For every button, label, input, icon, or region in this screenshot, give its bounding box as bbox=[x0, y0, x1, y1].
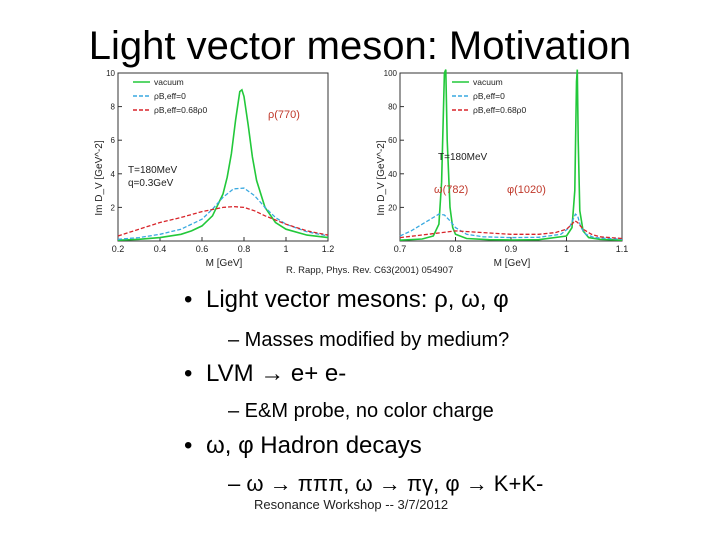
annotation-temperature: T=180MeV bbox=[438, 152, 488, 163]
series-line-vacuum bbox=[117, 88, 329, 241]
y-tick-label: 60 bbox=[388, 136, 397, 145]
figure-credit: R. Rapp, Phys. Rev. C63(2001) 054907 bbox=[286, 265, 454, 276]
bullet-text: Light vector mesons: ρ, ω, φ bbox=[206, 286, 509, 313]
figure-omega-phi-spectral: 0.7 0.8 0.9 1 1.1 20 40 60 80 100 Im D_V [GeV^-2]… bbox=[372, 68, 642, 273]
y-tick-label: 80 bbox=[388, 103, 397, 112]
slide-footer: Resonance Workshop -- 3/7/2012 bbox=[254, 497, 449, 512]
legend-rho068: ρB,eff=0.68ρ0 bbox=[154, 105, 208, 115]
bullet-text: LVM → e+ e- bbox=[206, 360, 347, 387]
y-tick-label: 8 bbox=[111, 103, 116, 112]
x-tick-label: 1.2 bbox=[322, 244, 335, 254]
y-tick-label: 6 bbox=[111, 136, 116, 145]
sub-bullet-item: – ω → πππ, ω → πγ, φ → K+K- bbox=[228, 472, 543, 496]
x-tick-label: 0.4 bbox=[154, 244, 167, 254]
bullet-dot-icon: • bbox=[184, 360, 193, 387]
annotation-omega782: ω(782) bbox=[434, 184, 468, 196]
legend-vacuum: vacuum bbox=[154, 77, 184, 87]
legend-vacuum: vacuum bbox=[473, 77, 503, 87]
legend-rho068: ρB,eff=0.68ρ0 bbox=[473, 105, 527, 115]
legend: vacuum ρB,eff=0 ρB,eff=0.68ρ0 bbox=[133, 77, 208, 115]
chart-rho: 0.2 0.4 0.6 0.8 1 1.2 2 4 6 8 10 Im D_V [GeV^-2] M… bbox=[94, 69, 335, 269]
bullet-dot-icon: • bbox=[184, 432, 193, 459]
annotation-momentum: q=0.3GeV bbox=[128, 178, 174, 189]
bullet-item: • LVM → e+ e- bbox=[184, 360, 346, 388]
bullet-item: • ω, φ Hadron decays bbox=[184, 432, 422, 460]
y-tick-label: 100 bbox=[384, 69, 398, 78]
y-tick-label: 10 bbox=[106, 69, 115, 78]
bullet-item: • Light vector mesons: ρ, ω, φ bbox=[184, 286, 509, 314]
x-tick-label: 0.6 bbox=[196, 244, 209, 254]
series-line-rho0 bbox=[399, 213, 623, 240]
annotation-rho770: ρ(770) bbox=[268, 109, 300, 121]
y-tick-label: 20 bbox=[388, 203, 397, 212]
sub-bullet-text: – Masses modified by medium? bbox=[228, 329, 510, 351]
figure-rho-spectral: 0.2 0.4 0.6 0.8 1 1.2 2 4 6 8 10 Im D_V [GeV^-2] M… bbox=[88, 68, 338, 273]
chart-omega-phi: 0.7 0.8 0.9 1 1.1 20 40 60 80 100 Im D_V [GeV^-2]… bbox=[376, 69, 629, 269]
legend-rho0: ρB,eff=0 bbox=[154, 91, 186, 101]
annotation-temperature: T=180MeV bbox=[128, 165, 178, 176]
slide-title: Light vector meson: Motivation bbox=[88, 24, 632, 68]
y-axis-label: Im D_V [GeV^-2] bbox=[94, 140, 105, 215]
bullet-text: ω, φ Hadron decays bbox=[206, 432, 422, 459]
x-axis-label: M [GeV] bbox=[206, 258, 243, 268]
plot-frame bbox=[117, 72, 329, 242]
x-tick-label: 0.9 bbox=[505, 244, 518, 254]
x-axis-label: M [GeV] bbox=[494, 258, 531, 268]
y-tick-label: 40 bbox=[388, 170, 397, 179]
y-axis-label: Im D_V [GeV^-2] bbox=[376, 140, 387, 215]
y-tick-label: 2 bbox=[111, 203, 116, 212]
x-tick-label: 1 bbox=[283, 244, 288, 254]
x-tick-label: 0.8 bbox=[238, 244, 251, 254]
series-line-rho0 bbox=[117, 187, 329, 240]
y-tick-label: 4 bbox=[111, 170, 116, 179]
bullet-dot-icon: • bbox=[184, 286, 193, 313]
series-line-rho068 bbox=[117, 205, 329, 237]
x-tick-label: 0.7 bbox=[394, 244, 407, 254]
x-tick-label: 1.1 bbox=[616, 244, 629, 254]
legend: vacuum ρB,eff=0 ρB,eff=0.68ρ0 bbox=[452, 77, 527, 115]
x-tick-label: 0.8 bbox=[449, 244, 462, 254]
sub-bullet-item: – E&M probe, no color charge bbox=[228, 399, 494, 423]
sub-bullet-text: – E&M probe, no color charge bbox=[228, 400, 494, 422]
annotation-phi1020: φ(1020) bbox=[507, 184, 546, 196]
x-tick-label: 0.2 bbox=[112, 244, 125, 254]
legend-rho0: ρB,eff=0 bbox=[473, 91, 505, 101]
series-line-vacuum bbox=[399, 69, 623, 241]
sub-bullet-item: – Masses modified by medium? bbox=[228, 328, 509, 352]
x-tick-label: 1 bbox=[564, 244, 569, 254]
sub-bullet-text: – ω → πππ, ω → πγ, φ → K+K- bbox=[228, 471, 544, 496]
